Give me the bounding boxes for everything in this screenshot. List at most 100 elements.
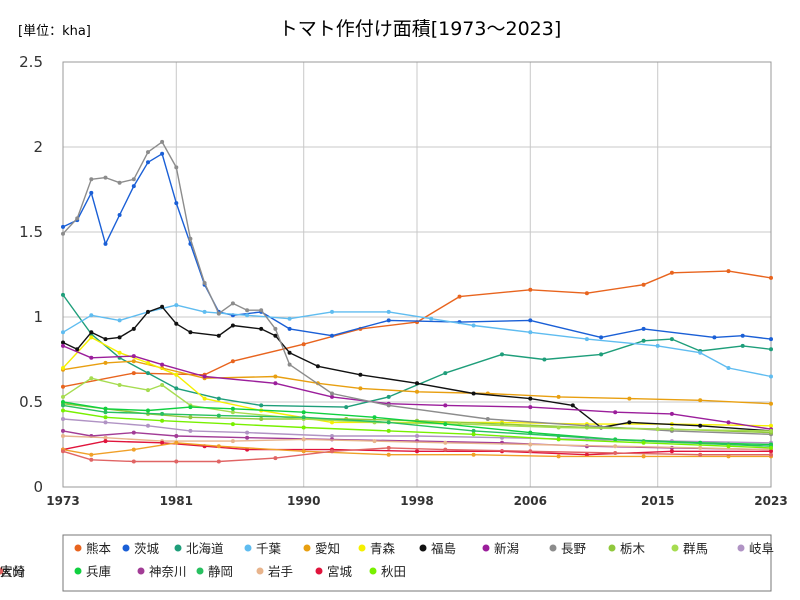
data-point: [287, 316, 292, 321]
data-point: [146, 309, 150, 314]
data-point: [202, 396, 207, 401]
y-tick-label: 1.5: [19, 223, 43, 241]
legend-label: 神奈川: [149, 564, 187, 579]
series-8: [61, 139, 773, 437]
data-point: [613, 444, 618, 449]
data-point: [131, 359, 136, 364]
legend-label: 北海道: [186, 541, 224, 556]
data-point: [386, 452, 391, 457]
data-point: [443, 422, 448, 427]
data-point: [769, 423, 773, 428]
x-tick-label: 2023: [754, 494, 787, 508]
data-point: [216, 459, 221, 464]
data-point: [216, 444, 221, 449]
data-point: [273, 333, 278, 338]
data-point: [61, 434, 65, 438]
data-point: [117, 383, 122, 387]
legend-marker: [303, 544, 311, 552]
data-point: [386, 309, 391, 314]
data-point: [75, 347, 80, 352]
data-point: [230, 410, 235, 415]
y-axis-ticks: 0 0.5 1 1.5 2 2.5: [19, 53, 43, 496]
data-point: [259, 417, 264, 421]
data-point: [641, 326, 646, 331]
data-point: [698, 350, 703, 355]
data-point: [415, 381, 419, 386]
data-point: [528, 449, 533, 454]
data-point: [330, 434, 334, 438]
data-point: [471, 452, 476, 457]
data-point: [174, 372, 179, 377]
data-point: [61, 384, 65, 389]
data-point: [358, 372, 363, 377]
data-point: [188, 405, 193, 410]
data-point: [188, 330, 193, 335]
data-point: [131, 354, 136, 359]
data-point: [584, 291, 589, 296]
legend-box: [62, 534, 772, 592]
series-3: [61, 303, 773, 379]
x-tick-label: 2015: [641, 494, 674, 508]
data-point: [528, 405, 533, 410]
data-point: [202, 309, 207, 314]
legend-item: 北海道: [174, 541, 224, 556]
data-point: [740, 343, 745, 348]
data-point: [230, 323, 235, 328]
data-point: [146, 150, 150, 155]
legend-item: 長野: [549, 541, 587, 556]
data-point: [443, 371, 448, 376]
data-point: [698, 398, 703, 403]
data-point: [61, 343, 65, 348]
x-tick-label: 1973: [46, 494, 79, 508]
y-tick-label: 2.5: [19, 53, 43, 71]
data-point: [146, 388, 150, 393]
legend-label: 宮崎: [0, 564, 26, 579]
data-point: [61, 408, 65, 413]
data-point: [160, 418, 165, 423]
data-point: [146, 160, 150, 165]
data-point: [726, 444, 731, 449]
legend-label: 岐阜: [749, 541, 774, 556]
series-line: [62, 442, 771, 458]
data-point: [245, 308, 250, 313]
data-point: [330, 333, 334, 338]
legend-item: 新潟: [482, 541, 519, 556]
series-6: [61, 304, 773, 433]
data-point: [174, 440, 179, 445]
data-point: [160, 139, 165, 144]
data-point: [641, 338, 646, 343]
unit-label: [単位：kha]: [18, 23, 91, 39]
data-point: [584, 452, 589, 457]
data-point: [301, 425, 306, 430]
data-point: [386, 403, 391, 408]
data-point: [103, 435, 108, 440]
data-point: [769, 401, 773, 406]
legend-item: 栃木: [608, 541, 646, 556]
data-point: [344, 405, 349, 410]
data-point: [160, 440, 165, 445]
data-point: [89, 355, 94, 360]
chart-title: トマト作付け面積[1973～2023]: [279, 18, 562, 40]
data-point: [641, 454, 646, 459]
data-point: [528, 396, 533, 401]
data-point: [769, 275, 773, 280]
data-point: [500, 352, 504, 357]
data-point: [188, 415, 193, 420]
data-point: [131, 184, 136, 189]
data-point: [740, 333, 745, 338]
data-point: [655, 343, 660, 348]
data-point: [769, 337, 773, 342]
data-point: [443, 403, 448, 408]
data-point: [287, 350, 292, 355]
data-point: [174, 321, 179, 326]
data-point: [216, 311, 221, 316]
legend-marker: [369, 567, 377, 575]
legend-label: 栃木: [620, 541, 646, 556]
data-point: [287, 362, 292, 367]
data-point: [655, 427, 660, 432]
data-point: [216, 396, 221, 401]
x-tick-label: 2006: [514, 494, 547, 508]
data-point: [259, 403, 264, 408]
data-point: [556, 425, 561, 430]
